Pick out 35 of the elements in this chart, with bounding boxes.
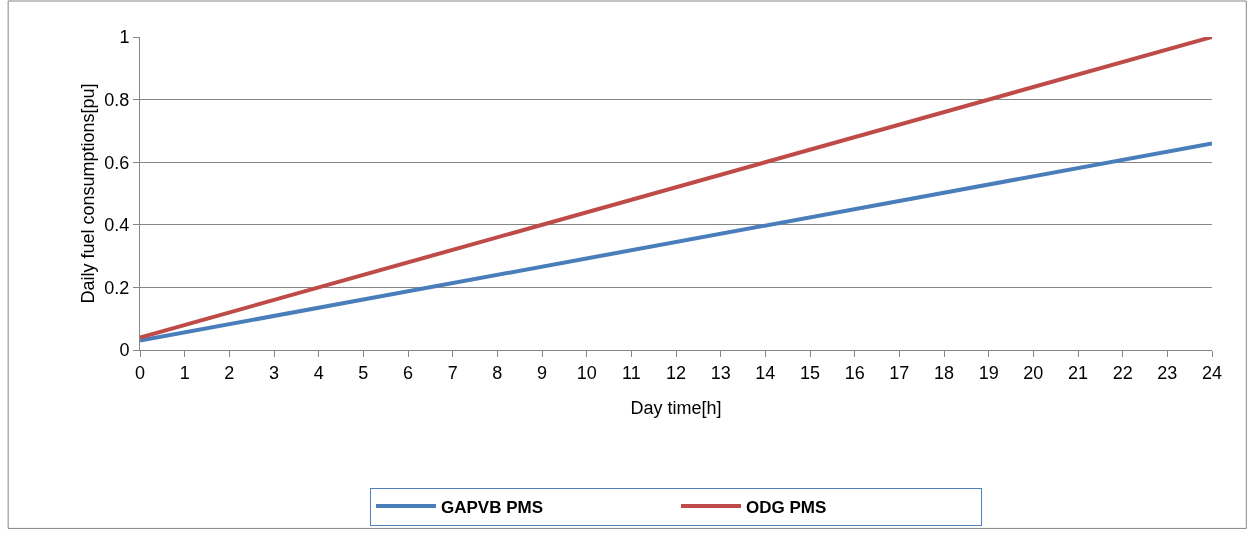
x-tick-label: 11 (621, 362, 641, 383)
legend-label: ODG PMS (746, 497, 827, 517)
x-tick-label: 13 (710, 362, 731, 383)
x-tick-label: 19 (978, 362, 999, 383)
y-tick-label: 0.2 (104, 277, 130, 298)
x-tick-label: 22 (1112, 362, 1133, 383)
x-tick-label: 14 (755, 362, 776, 383)
x-tick-label: 8 (492, 362, 503, 383)
y-tick-label: 0.6 (104, 152, 130, 173)
x-tick-label: 9 (536, 362, 548, 383)
x-tick-label: 7 (447, 362, 458, 383)
legend-label: GAPVB PMS (441, 497, 544, 517)
x-tick-label: 4 (313, 362, 324, 383)
y-tick-label: 0.4 (104, 215, 130, 236)
y-tick-label: 0 (119, 340, 130, 361)
x-tick-label: 20 (1023, 362, 1044, 383)
x-tick-label: 0 (134, 362, 146, 383)
y-axis-title: Daily fuel consumptions[pu] (78, 83, 98, 304)
x-tick-label: 17 (889, 362, 910, 383)
x-axis-title: Day time[h] (630, 398, 722, 418)
y-tick-label: 1 (119, 27, 130, 48)
x-tick-label: 3 (268, 362, 280, 383)
x-tick-label: 12 (665, 362, 687, 383)
x-tick-label: 23 (1157, 362, 1178, 383)
x-tick-label: 21 (1067, 362, 1089, 383)
x-tick-label: 18 (933, 362, 955, 383)
x-tick-label: 24 (1201, 362, 1223, 383)
y-tick-label: 0.8 (104, 89, 130, 110)
x-tick-label: 1 (179, 362, 190, 383)
x-tick-label: 16 (844, 362, 865, 383)
x-tick-label: 5 (358, 362, 369, 383)
x-tick-label: 15 (799, 362, 821, 383)
x-tick-label: 2 (224, 362, 235, 383)
x-tick-label: 10 (576, 362, 597, 383)
x-tick-label: 6 (402, 362, 414, 383)
